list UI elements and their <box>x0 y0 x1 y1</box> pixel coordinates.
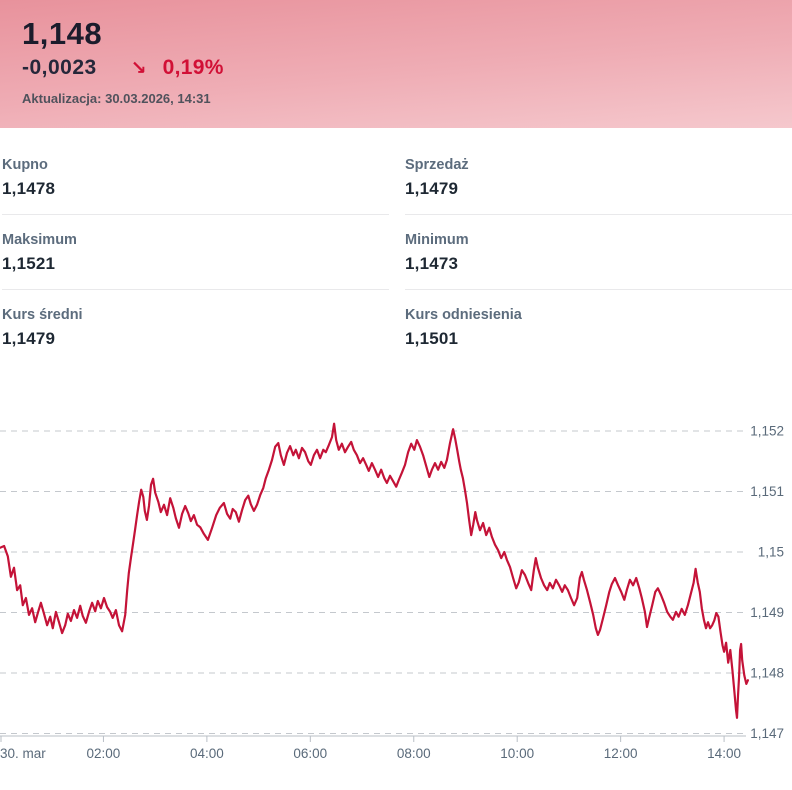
rate-chart[interactable]: 1,152 1,151 1,15 1,149 1,148 1,147 30. mar 02:0… <box>0 400 792 780</box>
stat-label: Sprzedaż <box>405 157 469 173</box>
svg-text:02:00: 02:00 <box>87 746 121 761</box>
update-timestamp: Aktualizacja: 30.03.2026, 14:31 <box>22 91 211 106</box>
y-tick-labels: 1,152 1,151 1,15 1,149 1,148 1,147 <box>750 424 784 741</box>
stat-sprzedaz: Sprzedaż 1,1479 <box>405 150 792 215</box>
stats-grid: Kupno 1,1478 Sprzedaż 1,1479 Maksimum 1,… <box>0 128 792 364</box>
stat-value: 1,1521 <box>2 254 56 273</box>
stat-value: 1,1473 <box>405 254 459 273</box>
stat-label: Minimum <box>405 232 469 248</box>
trend-down-arrow-icon: ↘ <box>130 58 147 79</box>
stat-kurs-sredni: Kurs średni 1,1479 <box>2 290 389 364</box>
stat-label: Maksimum <box>2 232 77 248</box>
stat-value: 1,1501 <box>405 329 459 348</box>
stat-maksimum: Maksimum 1,1521 <box>2 215 389 290</box>
stat-label: Kurs średni <box>2 307 83 323</box>
stat-minimum: Minimum 1,1473 <box>405 215 792 290</box>
stat-kupno: Kupno 1,1478 <box>2 150 389 215</box>
svg-text:1,15: 1,15 <box>758 545 784 560</box>
stat-label: Kupno <box>2 157 48 173</box>
svg-text:1,149: 1,149 <box>750 605 784 620</box>
svg-text:10:00: 10:00 <box>500 746 534 761</box>
change-row: -0,0023 ↘ 0,19% <box>22 56 792 80</box>
svg-text:14:00: 14:00 <box>707 746 741 761</box>
stat-value: 1,1479 <box>405 179 459 198</box>
svg-text:1,148: 1,148 <box>750 666 784 681</box>
svg-text:06:00: 06:00 <box>293 746 327 761</box>
stat-value: 1,1478 <box>2 179 56 198</box>
svg-text:12:00: 12:00 <box>604 746 638 761</box>
stat-kurs-odniesienia: Kurs odniesienia 1,1501 <box>405 290 792 364</box>
price-line[interactable] <box>0 422 750 719</box>
current-rate: 1,148 <box>22 16 103 51</box>
stat-value: 1,1479 <box>2 329 56 348</box>
svg-text:04:00: 04:00 <box>190 746 224 761</box>
x-axis: 30. mar 02:00 04:00 06:00 08:00 10:00 12:00 14:… <box>0 735 746 761</box>
svg-text:30. mar: 30. mar <box>0 746 46 761</box>
change-value: -0,0023 <box>22 56 97 79</box>
svg-text:1,151: 1,151 <box>750 484 784 499</box>
rate-header: 1,148 -0,0023 ↘ 0,19% Aktualizacja: 30.0… <box>0 0 792 128</box>
svg-text:1,147: 1,147 <box>750 726 784 741</box>
rate-chart-container: 1,152 1,151 1,15 1,149 1,148 1,147 30. mar 02:0… <box>0 400 792 780</box>
stat-label: Kurs odniesienia <box>405 307 522 323</box>
svg-text:1,152: 1,152 <box>750 424 784 439</box>
change-percent: 0,19% <box>162 56 224 79</box>
svg-text:08:00: 08:00 <box>397 746 431 761</box>
